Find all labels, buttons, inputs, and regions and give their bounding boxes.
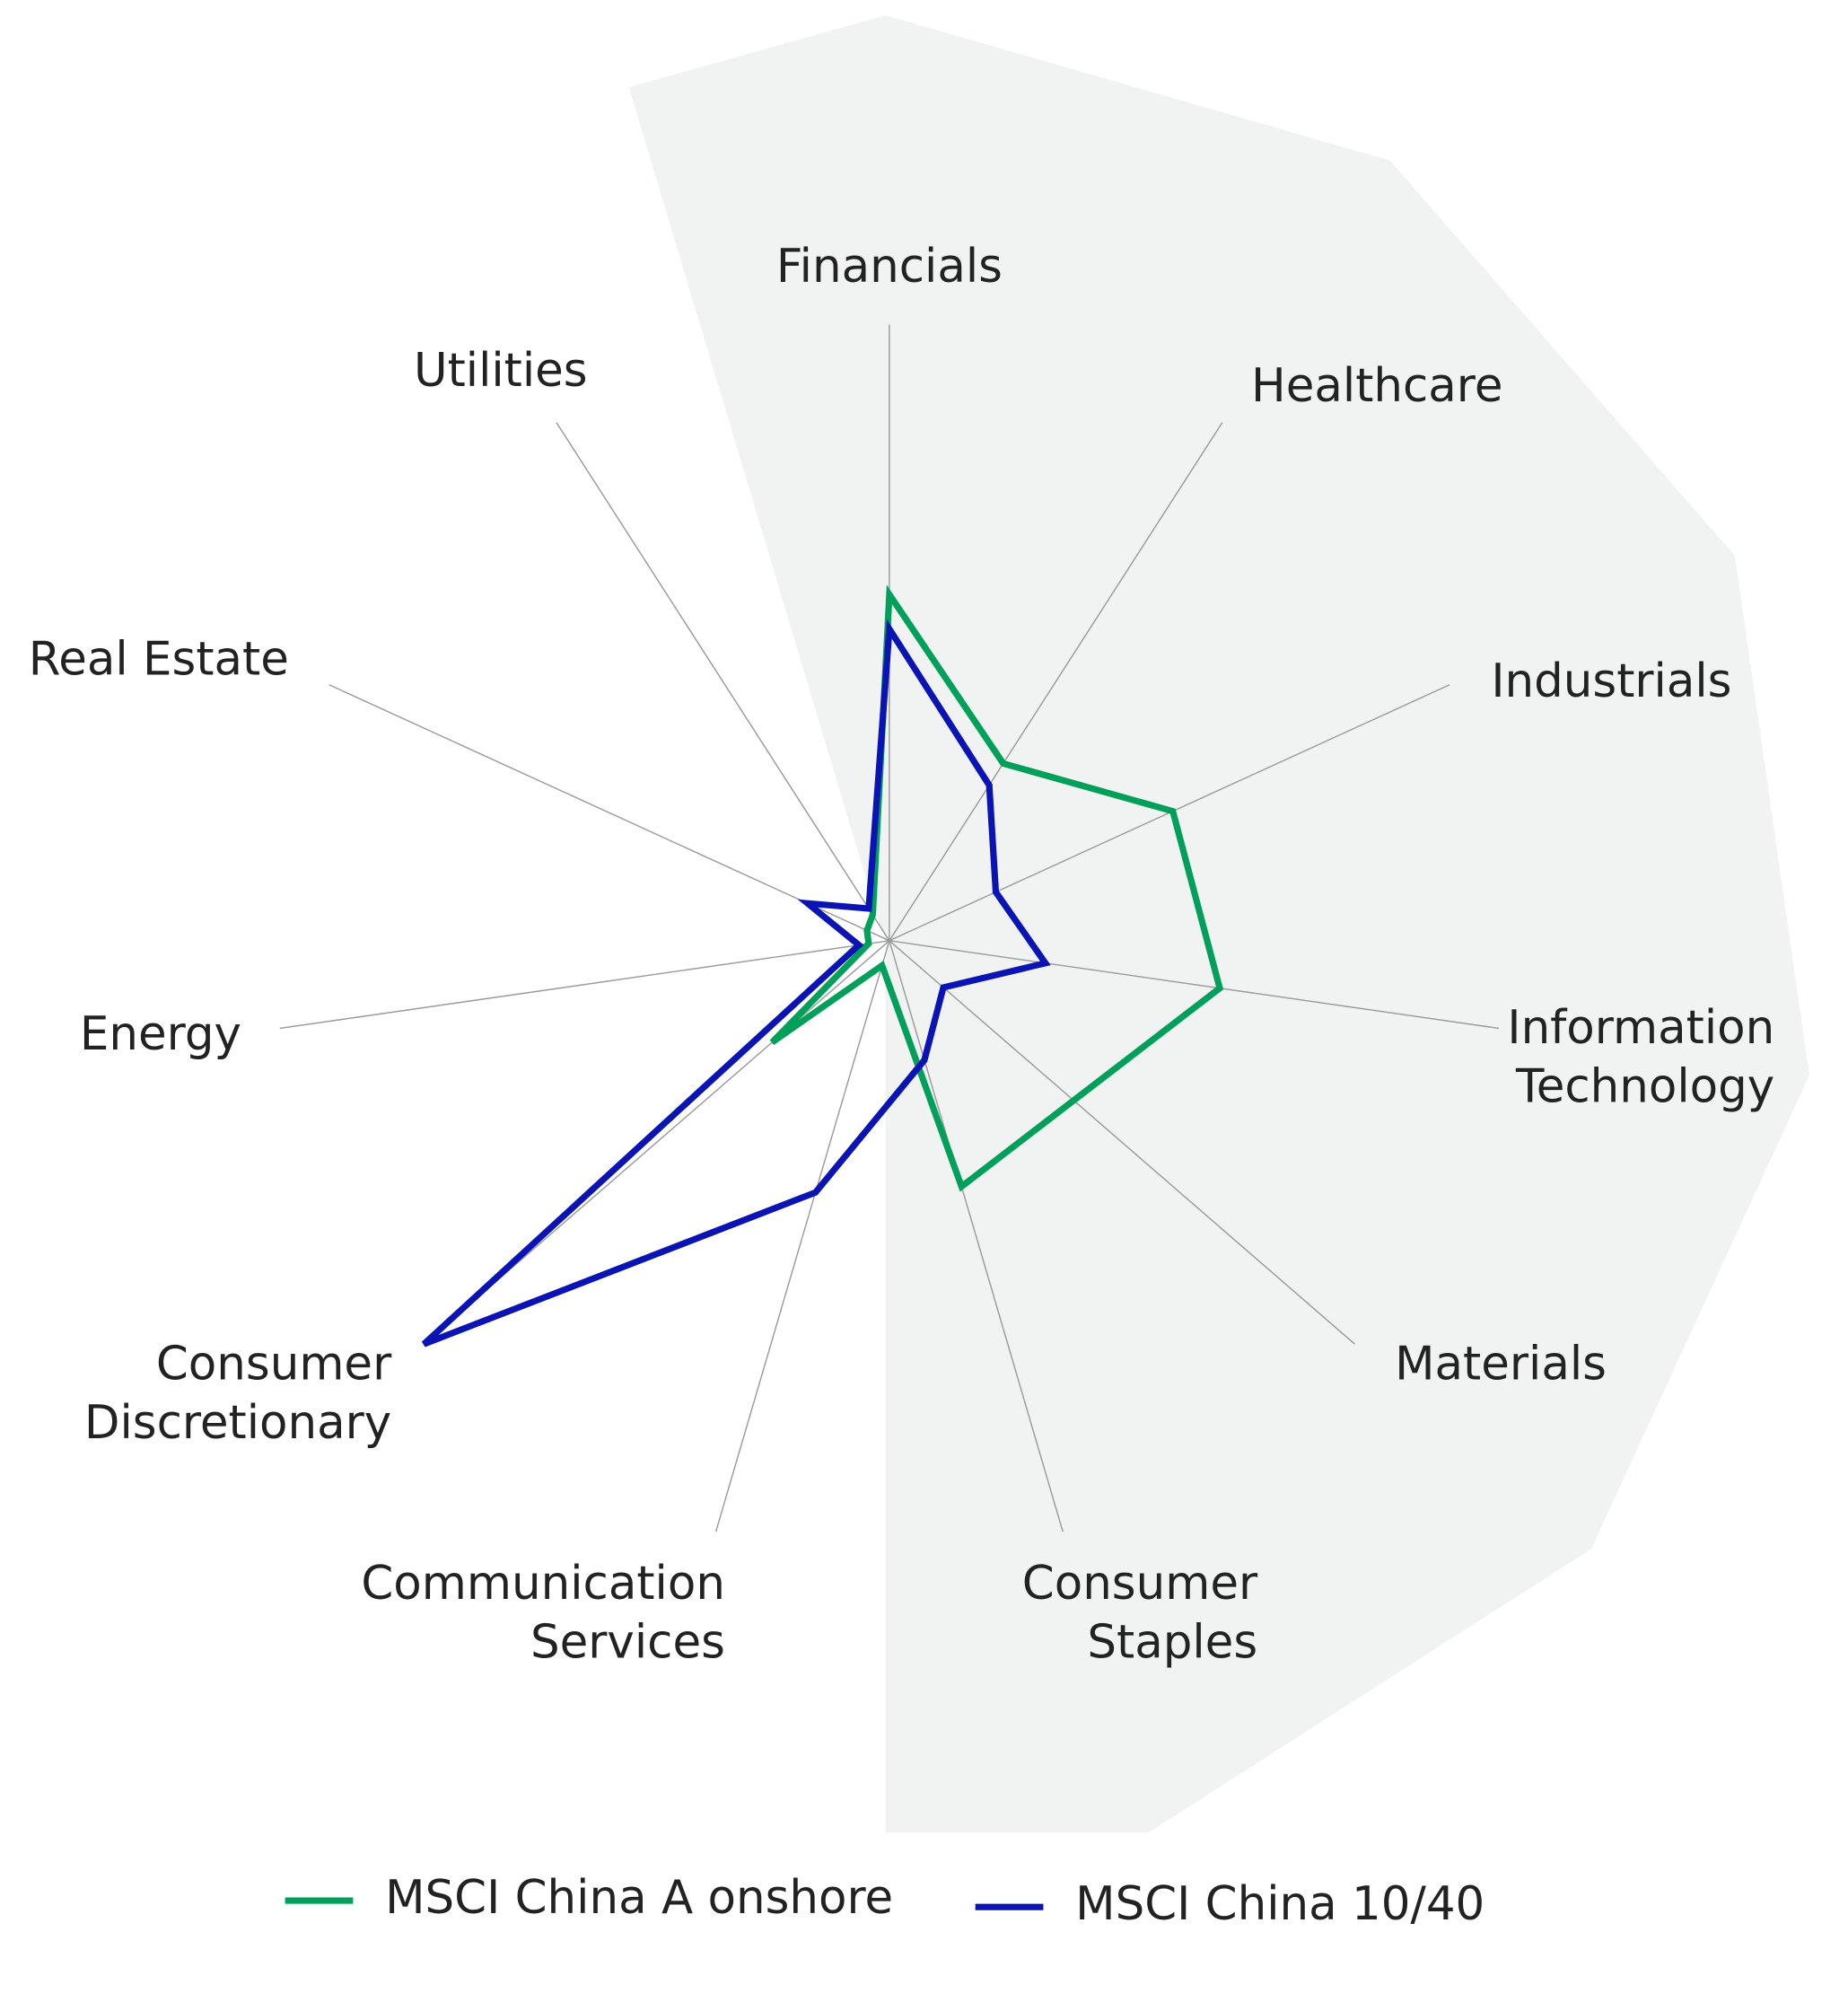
axis-line: [889, 940, 1064, 1532]
series-line: [421, 619, 1051, 1348]
legend-label: MSCI China A onshore: [385, 1871, 893, 1925]
category-label: Consumer Staples: [1022, 1557, 1258, 1670]
category-label: Information Technology: [1507, 1001, 1774, 1114]
background-shape: [628, 15, 1809, 1833]
axis-line: [714, 940, 890, 1532]
category-label: Industrials: [1491, 654, 1731, 708]
category-label: Utilities: [414, 344, 588, 398]
category-label: Healthcare: [1251, 359, 1502, 413]
category-label: Communication Services: [361, 1557, 725, 1670]
axis-line: [889, 422, 1223, 942]
axis-line: [279, 940, 890, 1030]
axis-line: [328, 684, 890, 942]
category-label: Energy: [80, 1007, 241, 1061]
axis-line: [889, 940, 1500, 1030]
axis-line: [889, 940, 1355, 1345]
category-label: Financials: [776, 240, 1003, 294]
axis-line: [556, 422, 890, 942]
category-label: Real Estate: [29, 633, 289, 687]
category-label: Materials: [1395, 1337, 1607, 1391]
category-label: Consumer Discretionary: [84, 1337, 392, 1450]
series-line: [769, 584, 1224, 1192]
legend-label: MSCI China 10/40: [1075, 1877, 1485, 1931]
